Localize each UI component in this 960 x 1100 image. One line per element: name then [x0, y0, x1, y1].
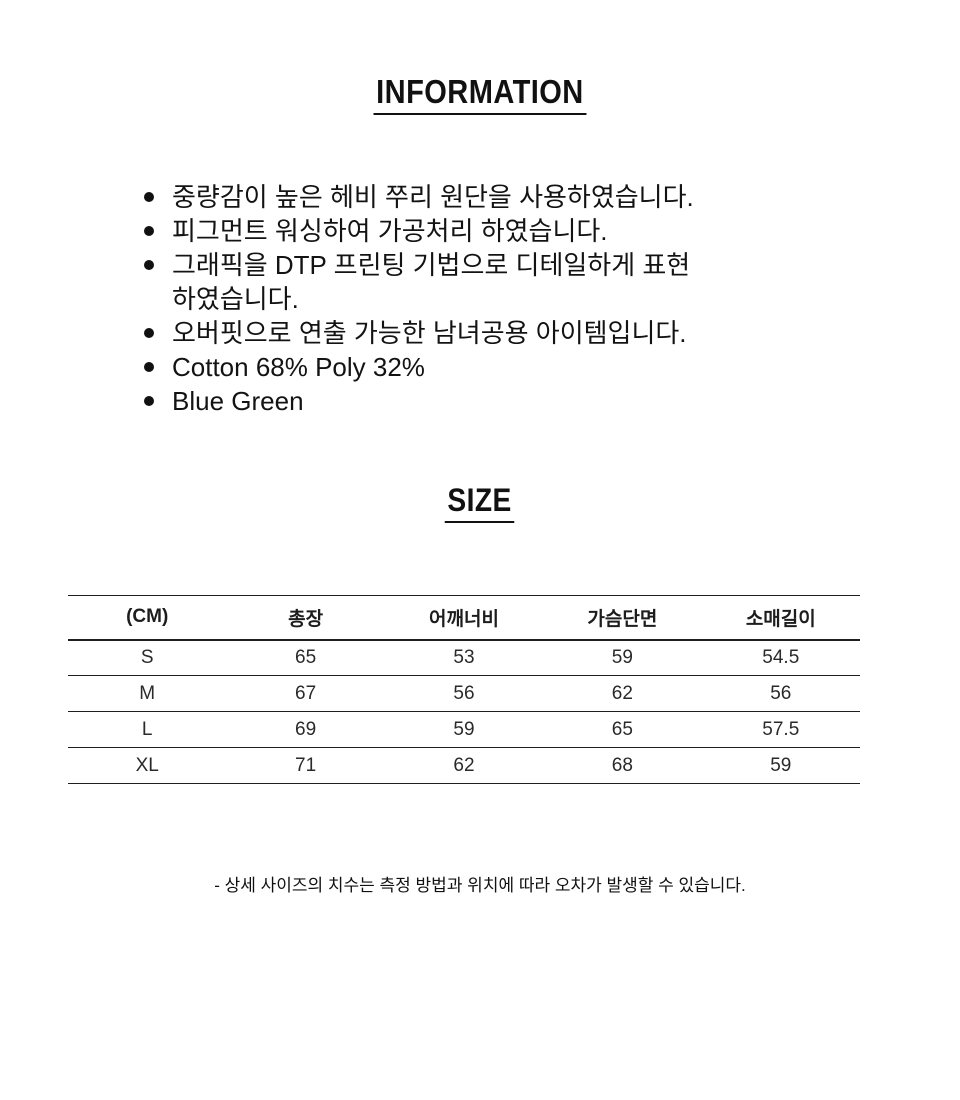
size-table-header-sleeve-length: 소매길이	[701, 595, 860, 641]
bullet-dot-icon	[144, 192, 154, 202]
size-table-header-row: (CM) 총장 어깨너비 가슴단면 소매길이	[68, 595, 860, 641]
bullet-item-washing: 피그먼트 워싱하여 가공처리 하였습니다.	[143, 214, 791, 248]
size-value: 56	[384, 675, 544, 712]
size-value: 68	[543, 747, 702, 784]
bullet-text: 오버핏으로 연출 가능한 남녀공용 아이템입니다.	[172, 318, 687, 348]
bullet-dot-icon	[144, 362, 154, 372]
size-label: M	[68, 675, 227, 712]
size-value: 59	[543, 639, 702, 676]
size-table-header-total-length: 총장	[226, 595, 385, 641]
size-title-text: SIZE	[445, 482, 515, 524]
size-value: 71	[226, 747, 385, 784]
information-title-text: INFORMATION	[373, 73, 587, 116]
size-value: 65	[543, 711, 702, 748]
bullet-item-fabric: 중량감이 높은 헤비 쭈리 원단을 사용하였습니다.	[143, 180, 791, 214]
bullet-text: Blue Green	[172, 386, 304, 416]
size-value: 69	[226, 711, 385, 748]
size-table-row-s: S 65 53 59 54.5	[68, 639, 860, 676]
size-value: 67	[226, 675, 385, 712]
size-value: 53	[384, 639, 544, 676]
bullet-dot-icon	[144, 328, 154, 338]
bullet-item-color: Blue Green	[143, 384, 791, 418]
size-label: L	[68, 711, 227, 748]
bullet-dot-icon	[144, 226, 154, 236]
size-label: S	[68, 639, 227, 676]
size-value: 65	[226, 639, 385, 676]
size-table-row-m: M 67 56 62 56	[68, 675, 860, 712]
bullet-item-printing: 그래픽을 DTP 프린팅 기법으로 디테일하게 표현 하였습니다.	[143, 248, 791, 316]
size-table-header-unit: (CM)	[68, 595, 227, 641]
size-table-header-chest-width: 가슴단면	[543, 595, 702, 641]
bullet-text: 그래픽을 DTP 프린팅 기법으로 디테일하게 표현 하였습니다.	[172, 250, 691, 314]
size-value: 62	[384, 747, 544, 784]
bullet-dot-icon	[144, 260, 154, 270]
information-title: INFORMATION	[0, 73, 960, 116]
size-title: SIZE	[0, 482, 960, 524]
size-label: XL	[68, 747, 227, 784]
size-table: (CM) 총장 어깨너비 가슴단면 소매길이 S 65 53 59 54.5 M…	[68, 595, 860, 784]
size-value: 62	[543, 675, 702, 712]
product-bullet-list: 중량감이 높은 헤비 쭈리 원단을 사용하였습니다. 피그먼트 워싱하여 가공처…	[143, 180, 791, 418]
size-disclaimer: - 상세 사이즈의 치수는 측정 방법과 위치에 따라 오차가 발생할 수 있습…	[214, 876, 746, 895]
bullet-item-material: Cotton 68% Poly 32%	[143, 350, 791, 384]
bullet-dot-icon	[144, 396, 154, 406]
size-value: 57.5	[701, 711, 860, 748]
bullet-text: 피그먼트 워싱하여 가공처리 하였습니다.	[172, 216, 608, 246]
size-value: 56	[701, 675, 860, 712]
size-table-header-shoulder-width: 어깨너비	[384, 595, 544, 641]
bullet-text: Cotton 68% Poly 32%	[172, 352, 425, 382]
size-table-row-xl: XL 71 62 68 59	[68, 747, 860, 784]
size-value: 54.5	[701, 639, 860, 676]
bullet-text: 중량감이 높은 헤비 쭈리 원단을 사용하였습니다.	[172, 182, 694, 212]
bullet-item-fit: 오버핏으로 연출 가능한 남녀공용 아이템입니다.	[143, 316, 791, 350]
size-value: 59	[384, 711, 544, 748]
size-value: 59	[701, 747, 860, 784]
size-table-row-l: L 69 59 65 57.5	[68, 711, 860, 748]
